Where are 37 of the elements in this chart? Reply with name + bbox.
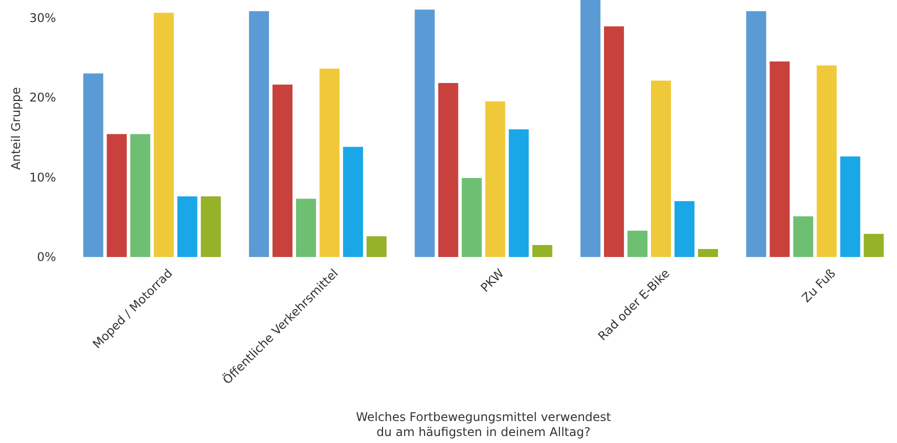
bar [840,156,860,257]
bar [864,234,884,257]
bar [698,249,718,257]
bar [580,0,600,257]
bar [414,10,435,257]
x-tick-label: Zu Fuß [799,266,838,306]
bar [627,230,648,257]
bar [320,68,340,257]
bar [770,61,790,257]
bar [793,216,814,257]
y-tick-label: 20% [29,90,56,105]
bar [462,178,482,257]
bar [83,73,104,257]
bar [200,196,221,257]
bar [650,80,671,257]
bar [366,236,387,257]
bar [248,11,269,257]
bar [674,201,694,257]
bar [130,134,150,257]
bar [816,65,837,257]
bar [604,26,624,257]
bar [746,11,766,257]
bar [106,134,127,257]
bar [177,196,198,257]
bar [508,129,529,257]
x-axis-title: Welches Fortbewegungsmittel verwendest du am häufigsten in deinem Alltag? [356,410,612,439]
bar [343,146,364,257]
bar [296,198,316,257]
y-tick-label: 0% [36,250,56,264]
bar [485,101,506,257]
y-tick-label: 10% [29,170,56,184]
bar [532,245,552,257]
y-axis-title: Anteil Gruppe [9,87,23,170]
y-tick-label: 30% [29,10,56,25]
bar [154,12,174,257]
bar [272,84,292,257]
bar [438,83,458,257]
